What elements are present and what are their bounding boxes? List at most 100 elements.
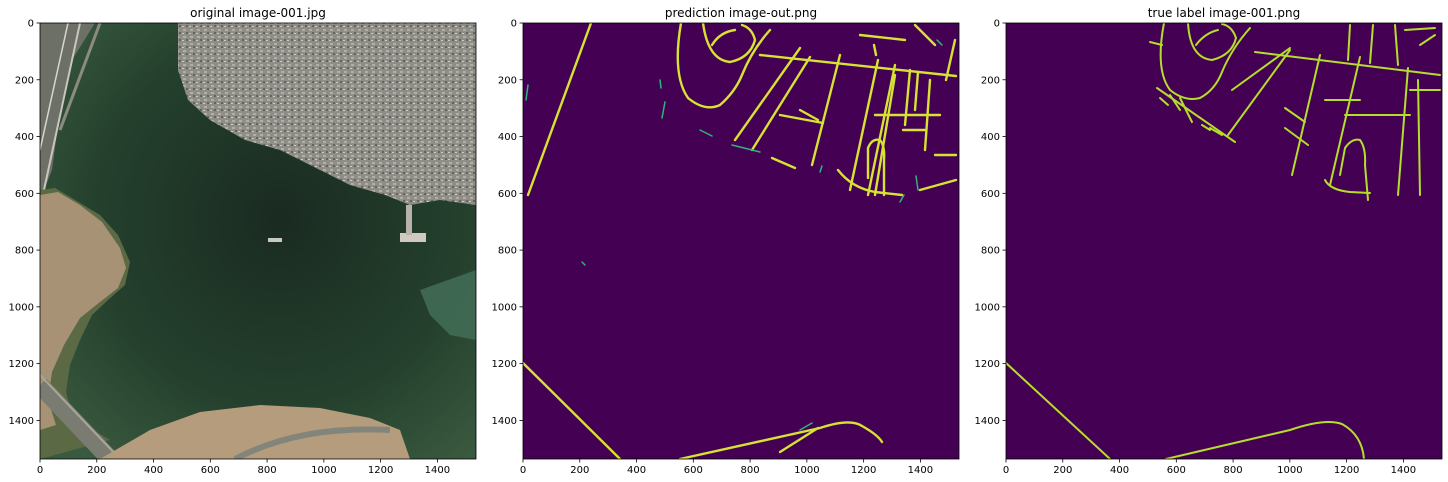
road-segment [1159,97,1169,106]
x-tick-label: 800 [1224,465,1243,476]
x-tick-label: 200 [1053,465,1072,476]
x-tick-label: 0 [37,465,43,476]
road-segment [750,55,812,152]
road-segment [1404,27,1436,31]
road-segment [923,78,932,152]
road-segment [1187,23,1237,61]
x-tick-label: 400 [144,465,163,476]
y-axis: 0 200 400 600 800 1000 1200 1400 [492,19,523,427]
y-tick-label: 0 [28,19,34,30]
road-segment [873,73,897,197]
y-tick-label: 400 [498,132,517,143]
road-segment [848,58,880,192]
road-segment [1291,54,1321,176]
road-segment [798,108,820,122]
road-segment [1209,127,1223,136]
road-segment [1284,107,1306,123]
y-tick-label: 400 [15,132,34,143]
road-segment [810,53,842,167]
x-tick-label: 1000 [1277,465,1302,476]
road-segment [1159,23,1251,100]
suburb-area [178,23,476,205]
road-segment [778,426,820,454]
road-segment [1394,24,1399,66]
road-segment [1201,124,1211,131]
road-segment [701,23,757,64]
road-segment [526,23,593,197]
panel-original: original image-001.jpg [9,6,477,476]
y-tick-label: 200 [498,75,517,86]
y-tick-label: 600 [15,189,34,200]
road-segment [918,178,958,192]
true-mask [1006,23,1442,459]
y-tick-label: 800 [498,246,517,257]
y-tick-label: 600 [981,189,1000,200]
panel-prediction: prediction image-out.png [492,6,960,476]
panel-true-label: true label image-001.png [975,6,1443,476]
y-axis: 0 200 400 600 800 1000 1200 1400 [975,19,1006,427]
road-segment [944,38,957,82]
axes-frame [1005,22,1443,460]
road-segment [778,113,825,125]
aerial-photo [40,23,476,459]
road-segment [1324,179,1371,194]
road-segment [1149,41,1163,46]
x-tick-label: 600 [201,465,220,476]
x-axis: 0 200 400 600 800 1000 1200 1400 [520,459,933,476]
x-axis: 0 200 400 600 800 1000 1200 1400 [1003,459,1416,476]
x-tick-label: 400 [627,465,646,476]
y-tick-label: 1200 [492,359,517,370]
road-segment [678,421,884,459]
y-tick-label: 1400 [9,416,34,427]
x-tick-label: 1000 [794,465,819,476]
road-segment [1397,67,1409,196]
road-segment [1227,49,1291,136]
x-tick-label: 600 [1167,465,1186,476]
road-segment [872,43,878,57]
road-segment [733,46,802,142]
x-tick-label: 600 [684,465,703,476]
dock [400,233,426,242]
lower-road [40,378,117,459]
x-tick-label: 0 [520,465,526,476]
prediction-mask [523,23,959,459]
x-tick-label: 1400 [1391,465,1416,476]
road-segment [1329,56,1361,186]
road-segment [1369,24,1374,64]
road-segment [523,361,622,459]
x-tick-label: 200 [87,465,106,476]
road-segment [1156,87,1236,143]
panel-title: original image-001.jpg [190,6,326,20]
road-segment [1284,127,1309,146]
predicted-fragments [525,39,943,431]
road-segment [913,70,920,112]
mask-background [1006,23,1442,459]
road-segment [1347,24,1351,61]
road-segment [1419,34,1436,46]
x-tick-label: 800 [258,465,277,476]
y-tick-label: 1000 [975,302,1000,313]
panel-title: prediction image-out.png [665,6,817,20]
mask-background [523,23,959,459]
road-segment [1179,97,1193,123]
x-tick-label: 1400 [425,465,450,476]
y-tick-label: 800 [981,246,1000,257]
y-tick-label: 1200 [975,359,1000,370]
sand-bottom [100,405,410,459]
sand-left [40,192,126,430]
y-tick-label: 600 [498,189,517,200]
x-tick-label: 1200 [1334,465,1359,476]
road-segment [710,28,737,47]
y-tick-label: 800 [15,246,34,257]
road-segment [836,168,904,197]
y-axis: 0 200 400 600 800 1000 1200 1400 [9,19,40,427]
road-segment [913,23,937,47]
road-segment [758,53,958,78]
road-segment [1195,29,1219,46]
road-segment [1169,94,1181,111]
x-tick-label: 400 [1110,465,1129,476]
road-segment [770,156,797,170]
y-tick-label: 1400 [975,416,1000,427]
y-tick-label: 0 [511,19,517,30]
